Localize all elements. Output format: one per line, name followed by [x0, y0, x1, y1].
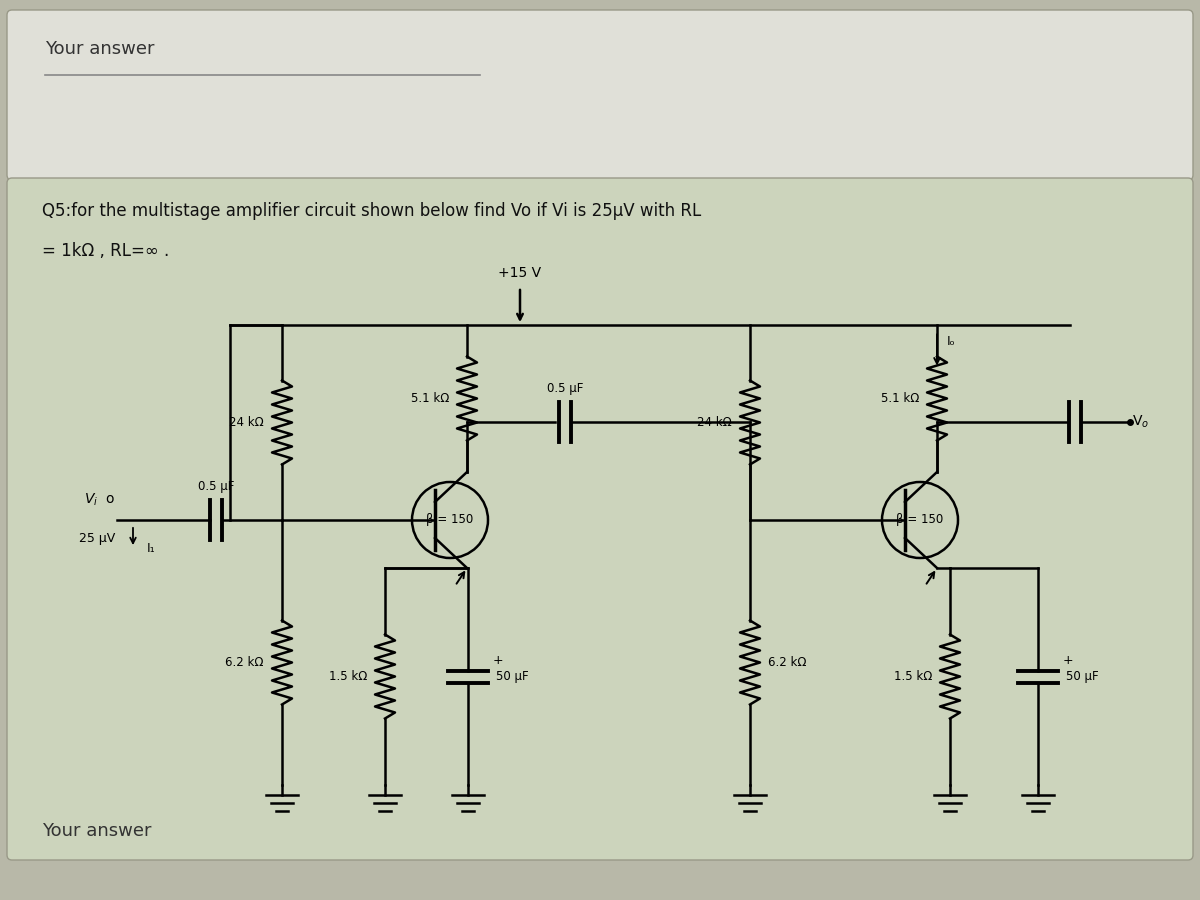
Text: β = 150: β = 150: [426, 514, 474, 526]
Text: Q5:for the multistage amplifier circuit shown below find Vo if Vi is 25μV with R: Q5:for the multistage amplifier circuit …: [42, 202, 701, 220]
FancyBboxPatch shape: [7, 178, 1193, 860]
FancyBboxPatch shape: [7, 10, 1193, 180]
Text: +: +: [1063, 654, 1074, 668]
Text: $V_i$  o: $V_i$ o: [84, 491, 115, 508]
Text: 50 μF: 50 μF: [1066, 670, 1099, 683]
Text: Your answer: Your answer: [42, 822, 151, 840]
Text: β = 150: β = 150: [896, 514, 943, 526]
Text: 5.1 kΩ: 5.1 kΩ: [881, 392, 919, 405]
Text: Iₒ: Iₒ: [947, 335, 955, 348]
Text: +: +: [493, 654, 504, 668]
Text: V$_o$: V$_o$: [1132, 414, 1150, 430]
Text: +15 V: +15 V: [498, 266, 541, 280]
Text: 6.2 kΩ: 6.2 kΩ: [768, 656, 806, 669]
Text: 5.1 kΩ: 5.1 kΩ: [410, 392, 449, 405]
Text: I₁: I₁: [148, 542, 156, 554]
Text: 1.5 kΩ: 1.5 kΩ: [894, 670, 932, 683]
Text: Your answer: Your answer: [46, 40, 155, 58]
Text: 25 μV: 25 μV: [79, 532, 115, 545]
Text: 1.5 kΩ: 1.5 kΩ: [329, 670, 367, 683]
Text: 6.2 kΩ: 6.2 kΩ: [226, 656, 264, 669]
Text: = 1kΩ , RL=∞ .: = 1kΩ , RL=∞ .: [42, 242, 169, 260]
Text: 50 μF: 50 μF: [496, 670, 529, 683]
Text: 0.5 μF: 0.5 μF: [198, 480, 234, 493]
Text: 24 kΩ: 24 kΩ: [697, 416, 732, 429]
Text: 24 kΩ: 24 kΩ: [229, 416, 264, 429]
Text: 0.5 μF: 0.5 μF: [547, 382, 583, 395]
